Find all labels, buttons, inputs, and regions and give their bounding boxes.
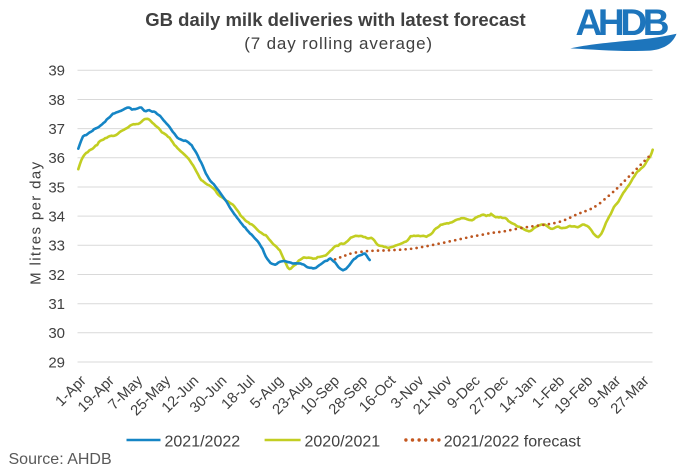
svg-text:(7 day rolling average): (7 day rolling average)	[244, 34, 433, 53]
svg-text:2021/2022: 2021/2022	[165, 433, 241, 450]
svg-text:29: 29	[48, 354, 65, 371]
svg-text:Source: AHDB: Source: AHDB	[9, 451, 112, 468]
svg-text:AHDB: AHDB	[576, 2, 669, 43]
svg-text:30: 30	[48, 325, 65, 342]
svg-text:37: 37	[48, 121, 65, 138]
svg-text:32: 32	[48, 267, 65, 284]
svg-text:34: 34	[48, 209, 65, 226]
svg-text:38: 38	[48, 92, 65, 109]
svg-text:2020/2021: 2020/2021	[305, 433, 381, 450]
svg-text:2021/2022 forecast: 2021/2022 forecast	[444, 433, 582, 450]
svg-text:35: 35	[48, 179, 65, 196]
svg-text:39: 39	[48, 63, 65, 80]
svg-text:GB daily milk deliveries with: GB daily milk deliveries with latest for…	[145, 9, 525, 30]
svg-text:M litres per day: M litres per day	[28, 161, 45, 285]
svg-text:33: 33	[48, 238, 65, 255]
svg-text:36: 36	[48, 150, 65, 167]
svg-text:31: 31	[48, 296, 65, 313]
